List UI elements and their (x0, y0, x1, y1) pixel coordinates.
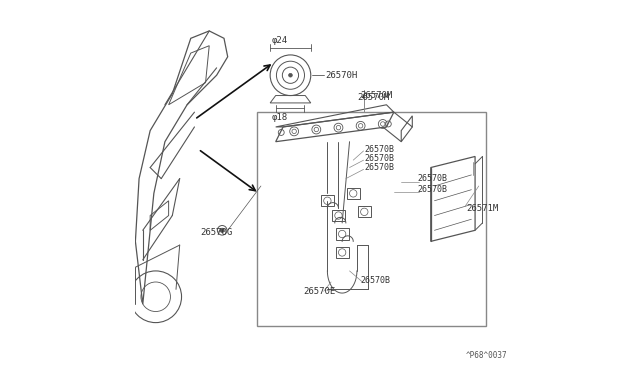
Text: 26571M: 26571M (466, 203, 498, 213)
Text: 26570H: 26570H (326, 71, 358, 80)
Text: 26570B: 26570B (418, 185, 448, 194)
Text: ^P68^0037: ^P68^0037 (466, 351, 508, 360)
Text: 26570B: 26570B (360, 276, 390, 285)
Text: 26570B: 26570B (364, 145, 394, 154)
Text: 26570B: 26570B (364, 154, 394, 163)
Text: 26570B: 26570B (364, 163, 394, 172)
Text: φ18: φ18 (271, 113, 287, 122)
Bar (257, 112, 486, 326)
Circle shape (220, 228, 225, 232)
Text: 26570M: 26570M (360, 91, 393, 100)
Text: 26570B: 26570B (418, 174, 448, 183)
Text: 26570E: 26570E (303, 287, 335, 296)
Text: 26570M: 26570M (357, 93, 389, 102)
Text: 26570G: 26570G (200, 228, 232, 237)
Circle shape (289, 73, 292, 77)
Text: φ24: φ24 (271, 36, 287, 45)
